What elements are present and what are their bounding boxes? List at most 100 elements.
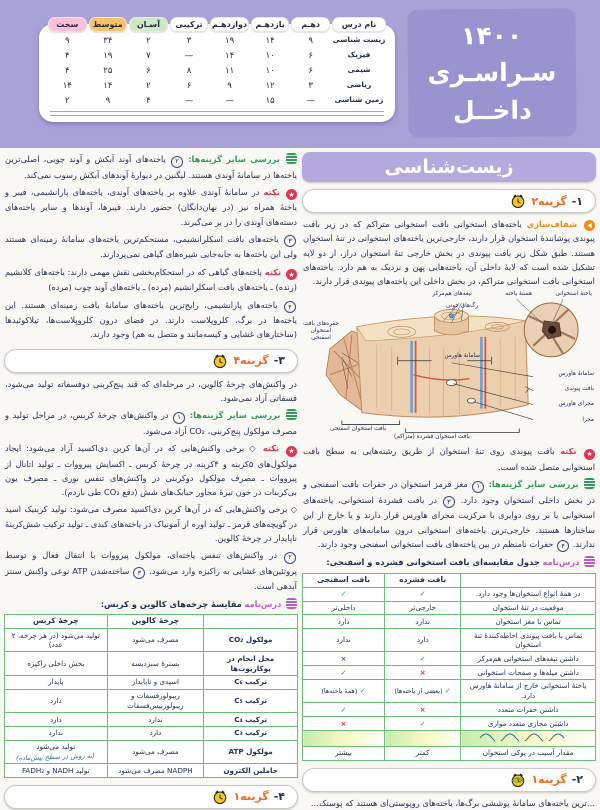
stats-header-combined: ترکیبی <box>169 17 209 32</box>
spongy-header: بافت اسفنجی <box>301 572 386 588</box>
lesson-icon <box>584 556 595 568</box>
handwritten-annotation <box>479 733 565 743</box>
review-options-q2-paragraph: بررسی سایر گزینه‌ها: ۲ یاخته‌های آوند آب… <box>5 152 298 182</box>
compact-header: بافت فشرده <box>384 572 462 588</box>
table-row: ترکیب C₅ ریبولوزفسفات و ریبولوزبیس‌فسفات… <box>4 688 298 714</box>
banner-line3: داخــل <box>452 95 532 126</box>
circled-number: ۲ <box>284 551 296 564</box>
circled-number: ۳ <box>442 496 455 509</box>
question-2-number: ۲- <box>571 773 583 787</box>
note-vascular-paragraph: ★ نکته در سامانهٔ آوندی علاوه بر یاخته‌ه… <box>5 185 297 229</box>
note-label: نکته <box>264 266 282 277</box>
bone-comparison-table: بافت فشرده بافت اسفنجی در همهٔ انواع است… <box>301 572 596 761</box>
lesson-title: جدول مقایسه‌ای بافت استخوانی فشرده و اسف… <box>326 557 540 568</box>
review-options-q1-paragraph: بررسی سایر گزینه‌ها: ۱ مغز قرمز استخوان … <box>303 477 596 553</box>
table-row: حاملین الکترون NADPH مصرف می‌شود تولید N… <box>4 763 298 778</box>
circled-number: ۱ <box>173 411 186 424</box>
question-4-answer-box: ۴- گزینه۱ <box>4 784 298 809</box>
stats-header-grade12: دوازدهـم <box>210 17 249 32</box>
options-2-3-paragraph: ۲ در واکنش‌های تنفس یاخته‌ای، مولکول پیر… <box>5 548 297 593</box>
lesson-title: مقایسهٔ چرخه‌های کالوین و کربس: <box>100 598 242 609</box>
top-band: ۱۴۰۰ سـراسـری داخــل نام درس دهـم یازدهـ… <box>0 0 600 148</box>
table-row: داشتن تیغه‌های استخوانی هم‌مرکز ✓ × <box>301 651 596 667</box>
alarm-clock-icon <box>512 194 525 209</box>
option-4-paragraph: ۴ یاخته‌های پارانشیمی، رایج‌ترین یاخته‌ه… <box>5 298 297 342</box>
table-header-row: چرخهٔ کالوین چرخهٔ کربس <box>4 613 298 630</box>
stats-row-biology: زیست شناسی ۹ ۱۴ ۱۹ ۳ ۲ ۳۴ ۹ <box>65 35 386 46</box>
circled-number: ۴ <box>557 540 570 553</box>
option-analysis-text: مغز قرمز استخوان در حفرات بافت اسفنجی و … <box>303 479 595 505</box>
check-mark: ✓ <box>359 686 366 696</box>
table-row: مولکول ATP مصرف می‌شود تولید می‌شود (به … <box>4 739 298 765</box>
question-4-answer: گزینه۱ <box>233 790 269 804</box>
question-1-answer: گزینه۲ <box>531 194 567 208</box>
stats-row-physics: فیزیک ۶ ۱۰ ۱۴ — ۷ ۱۹ ۴ <box>65 50 371 61</box>
note-text: یاخته‌های گیاهی که در استحکام‌بخشی نقش م… <box>5 266 297 293</box>
figure-label-haversian-system-top: سامانهٔ هاورس <box>444 353 480 360</box>
lesson-label: درس‌نامه <box>542 557 580 568</box>
question-1-number: ۱- <box>571 194 583 208</box>
question-2-answer-box: ۲- گزینه۱ <box>302 767 596 792</box>
circled-number: ۴ <box>284 301 297 314</box>
lesson-icon <box>286 597 297 609</box>
table-row: داشتن حفرات متعدد × ✓ <box>301 702 596 718</box>
figure-label-haversian-canal: مجرای هاورس <box>558 401 594 408</box>
option-analysis-text: یاخته‌های آوند آبکش و آوند چوبی، اصلی‌تر… <box>5 154 297 180</box>
banner-line2: سـراسـری <box>427 57 557 88</box>
alarm-clock-icon <box>214 354 227 368</box>
question-3-answer: گزینه۴ <box>233 354 269 368</box>
calvin-cycle-paragraph: در واکنش‌های چرخهٔ کالوین، در مرحله‌ای ک… <box>5 378 297 403</box>
cycles-comparison-table: چرخهٔ کالوین چرخهٔ کربس مولکول CO₂ مصرف … <box>4 613 298 778</box>
table-row: محل انجام در یوکاریوت‌ها بسترهٔ سبزدیسه … <box>4 651 298 676</box>
option-analysis-text: یاخته‌های بافت اسکلرانشیمی، مستحکم‌ترین … <box>5 233 297 260</box>
left-column: بررسی سایر گزینه‌ها: ۲ یاخته‌های آوند آب… <box>4 152 298 810</box>
mark-note: (همهٔ یاخته‌ها) <box>321 687 358 696</box>
calvin-header: چرخهٔ کالوین <box>106 613 205 630</box>
question-1-answer-box: ۱- گزینه۲ <box>302 189 596 213</box>
right-column: زیست‌شناسی ۱- گزینه۲ شفاف‌سازی یاخته‌های… <box>301 152 596 810</box>
co2-consumption-paragraph: ◇ برخی واکنش‌هایی که در آن‌ها کربن دی‌اک… <box>5 504 297 543</box>
circled-number: ۳ <box>133 567 146 580</box>
question-2-answer: گزینه۱ <box>531 773 567 787</box>
table-row: تماس با بافت پیوندی احاطه‌کنندهٔ تنهٔ اس… <box>301 628 596 653</box>
exam-banner: ۱۴۰۰ سـراسـری داخــل <box>407 8 577 138</box>
figure-label-vessels: رگ‌های خونی <box>445 303 478 310</box>
stats-header-easy: آسـان <box>129 17 168 32</box>
note-icon: ★ <box>584 448 596 460</box>
review-options-q3-paragraph: بررسی سایر گزینه‌ها: ۱ در واکنش‌های چرخه… <box>5 408 298 438</box>
circled-number: ۳ <box>284 235 296 248</box>
question-4-number: ۴- <box>273 790 285 804</box>
note-co2-release-paragraph: ★ نکته ◇ برخی واکنش‌هایی که در آن‌ها کرب… <box>5 441 298 499</box>
option-analysis-text: حفرات نامنظم در بین یاخته‌های بافت استخو… <box>317 538 554 549</box>
table-row: موقعیت در تنهٔ استخوان خارجی‌تر داخلی‌تر <box>301 600 596 616</box>
clarification-paragraph: شفاف‌سازی یاخته‌های استخوانی بافت استخوا… <box>303 217 595 288</box>
stats-header-course: نام درس <box>332 17 386 32</box>
figure-label-nucleus: هستهٔ یاخته <box>505 291 532 298</box>
subject-title: زیست‌شناسی <box>384 156 514 178</box>
krebs-atp-text: تولید می‌شود <box>36 742 76 752</box>
corner-cell <box>460 572 596 588</box>
alarm-clock-icon-scribbled <box>511 772 525 787</box>
subject-title-bar: زیست‌شناسی <box>302 152 596 182</box>
review-grid-icon <box>584 478 596 490</box>
stats-header-row: نام درس دهـم یازدهـم دوازدهـم ترکیبی آسـ… <box>47 17 387 32</box>
alarm-clock-icon <box>214 790 227 804</box>
mark-note: (بعضی از یاخته‌ها) <box>394 687 443 696</box>
figure-label-compact-bone: بافت استخوان فشرده (متراکم) <box>394 434 470 441</box>
table-row: تماس با مغز استخوان ندارد دارد <box>301 614 596 630</box>
clarify-text: یاخته‌های استخوانی بافت استخوانی متراکم … <box>303 219 595 287</box>
note-label: نکته <box>560 446 577 457</box>
note-icon: ★ <box>285 269 297 281</box>
note-text: در سامانهٔ آوندی علاوه بر یاخته‌های آوند… <box>5 186 297 227</box>
table-row: داشتن مجاری متعدد موازی ✓ × <box>301 716 596 731</box>
stats-header-hard: سخت <box>48 17 87 32</box>
figure-label-connective-tissue: بافت پیوندی <box>564 386 594 393</box>
review-label: بررسی سایر گزینه‌ها: <box>488 479 579 490</box>
banner-year: ۱۴۰۰ <box>460 20 523 51</box>
table-row: مقدار آسیب در پوکی استخوان کمتر بیشتر <box>301 745 596 761</box>
note-strength-paragraph: ★ نکته یاخته‌های گیاهی که در استحکام‌بخش… <box>5 265 297 295</box>
note-text: ◇ برخی واکنش‌هایی که در آن‌ها کربن دی‌اک… <box>5 443 297 498</box>
note-text: بافت پیوندی روی تنهٔ استخوان از طریق رشت… <box>303 446 595 472</box>
option-analysis-text: ساخته‌شدن ATP نوعی واکنش سنتز آبدهی است. <box>5 565 297 592</box>
review-label: بررسی سایر گزینه‌ها: <box>189 410 281 421</box>
